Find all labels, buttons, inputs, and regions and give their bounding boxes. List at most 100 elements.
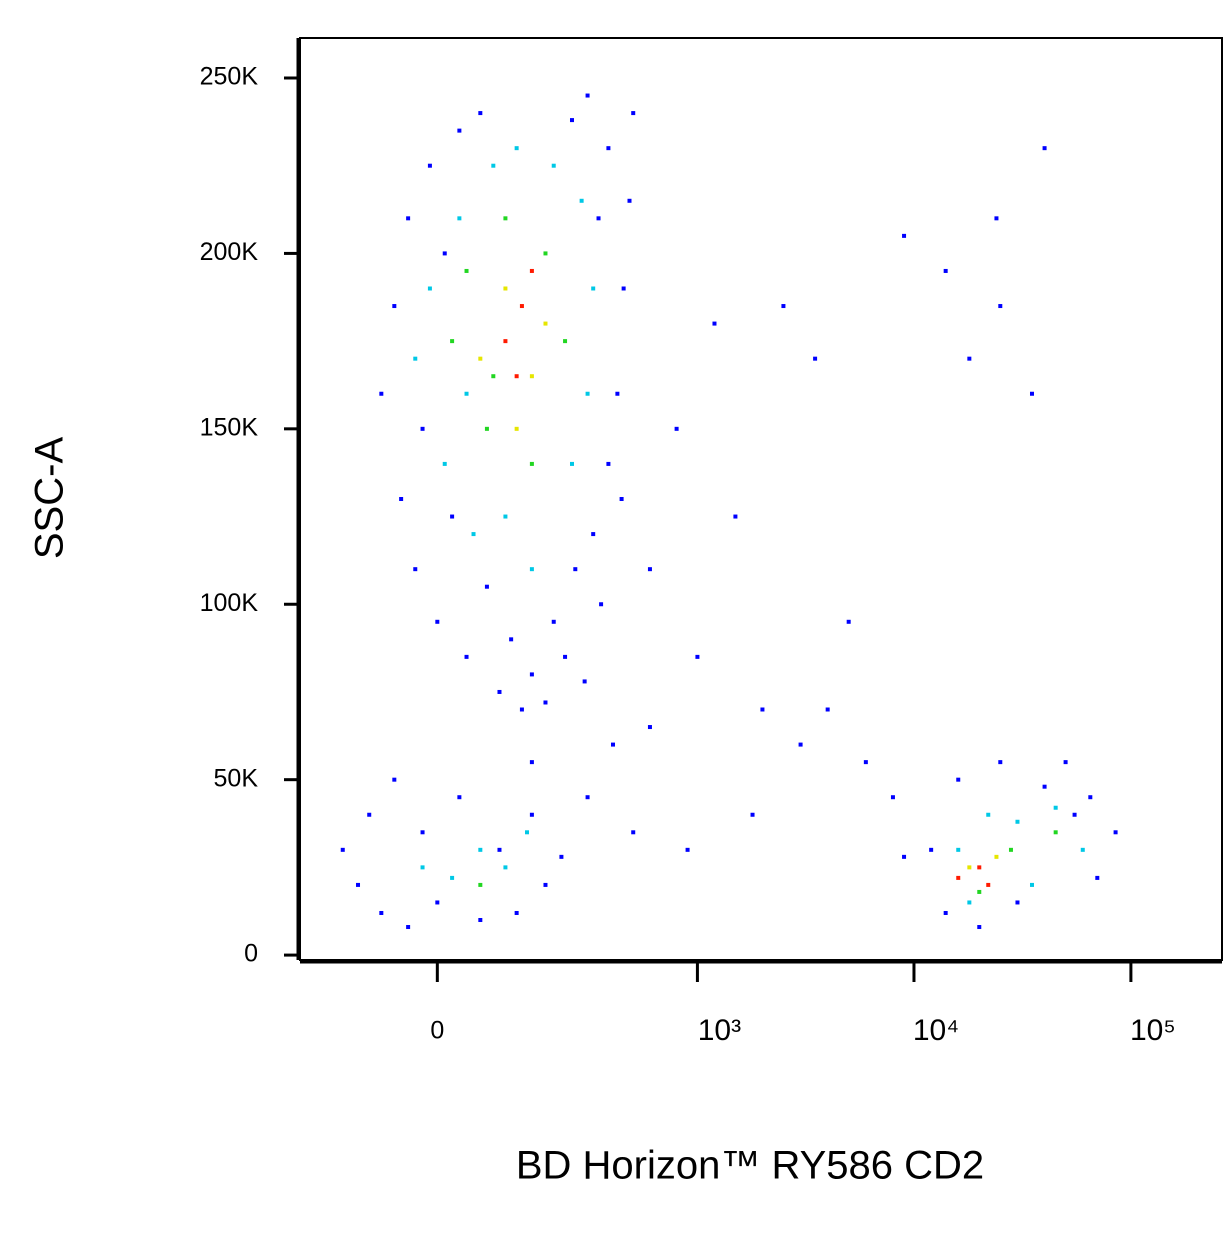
data-point — [1029, 882, 1034, 887]
data-point — [392, 777, 397, 782]
data-point — [399, 497, 404, 501]
data-point — [543, 700, 548, 705]
data-point — [450, 875, 455, 880]
data-point — [478, 356, 483, 361]
data-point — [356, 882, 361, 887]
data-point — [464, 391, 469, 396]
data-point — [464, 654, 469, 659]
y-tick-label: 0 — [244, 940, 258, 968]
data-point — [967, 356, 972, 361]
data-point — [631, 830, 636, 835]
data-point — [503, 865, 508, 870]
data-point — [1063, 760, 1068, 765]
data-point — [406, 925, 411, 930]
data-point — [977, 865, 982, 870]
data-point — [813, 356, 818, 361]
data-point — [967, 900, 972, 905]
data-point — [596, 216, 601, 221]
data-point — [529, 760, 534, 765]
data-point — [1042, 784, 1047, 789]
data-point — [563, 654, 568, 659]
data-point — [627, 198, 632, 203]
data-point — [967, 865, 972, 870]
data-point — [529, 461, 534, 466]
data-point — [406, 216, 411, 221]
data-point — [529, 567, 534, 572]
data-point — [998, 304, 1003, 309]
data-point — [1029, 391, 1034, 396]
data-point — [733, 514, 738, 519]
data-point — [519, 304, 524, 309]
data-point — [509, 637, 514, 642]
data-point — [503, 286, 508, 291]
data-point — [760, 707, 765, 712]
data-point — [890, 795, 895, 800]
data-point — [1042, 146, 1047, 151]
data-point — [1088, 795, 1093, 800]
data-point — [420, 865, 425, 870]
data-point — [529, 268, 534, 273]
data-point — [529, 672, 534, 677]
x-tick-label: 10⁴ — [913, 1014, 959, 1047]
data-point — [750, 812, 755, 817]
data-point — [606, 146, 611, 151]
data-point — [392, 304, 397, 309]
y-tick-label: 150K — [200, 413, 259, 441]
data-point — [503, 339, 508, 344]
data-point — [685, 847, 690, 852]
data-point — [902, 854, 907, 859]
data-point — [543, 321, 548, 326]
data-point — [563, 339, 568, 344]
data-point — [503, 216, 508, 221]
data-point — [442, 461, 447, 466]
data-point — [427, 286, 432, 291]
data-point — [1080, 847, 1085, 852]
data-point — [956, 875, 961, 880]
data-point — [484, 426, 489, 431]
data-point — [585, 795, 590, 800]
x-tick-label: 0 — [430, 1017, 444, 1045]
data-point — [491, 374, 496, 379]
data-point — [457, 216, 462, 221]
data-point — [1053, 830, 1058, 835]
data-point — [863, 760, 868, 765]
data-point — [569, 118, 574, 123]
y-axis-label: SSC-A — [28, 437, 72, 560]
data-point — [543, 882, 548, 887]
data-point — [450, 339, 455, 344]
data-point — [442, 251, 447, 256]
data-point — [551, 619, 556, 624]
data-point — [695, 654, 700, 659]
data-point — [484, 584, 489, 589]
data-point — [977, 925, 982, 930]
data-point — [427, 163, 432, 168]
data-point — [956, 847, 961, 852]
data-point — [551, 163, 556, 168]
data-point — [573, 567, 578, 572]
data-point — [497, 847, 502, 852]
y-tick-label: 50K — [214, 764, 259, 792]
data-point — [781, 304, 786, 309]
data-point — [1095, 875, 1100, 880]
data-point — [956, 777, 961, 782]
y-tick-label: 200K — [200, 238, 259, 266]
plot-frame — [299, 37, 1223, 961]
data-point — [585, 391, 590, 396]
data-point — [420, 426, 425, 431]
data-point — [825, 707, 830, 712]
y-tick-label: 100K — [200, 589, 259, 617]
data-point — [929, 847, 934, 852]
data-point — [420, 830, 425, 835]
data-point — [621, 286, 626, 291]
data-point — [478, 847, 483, 852]
data-point — [846, 619, 851, 624]
data-point — [615, 391, 620, 396]
data-point — [674, 426, 679, 431]
data-point — [471, 532, 476, 537]
data-point — [986, 812, 991, 817]
data-point — [413, 567, 418, 572]
data-point — [902, 233, 907, 238]
data-point — [619, 497, 624, 501]
data-point — [943, 910, 948, 915]
data-point — [585, 93, 590, 98]
